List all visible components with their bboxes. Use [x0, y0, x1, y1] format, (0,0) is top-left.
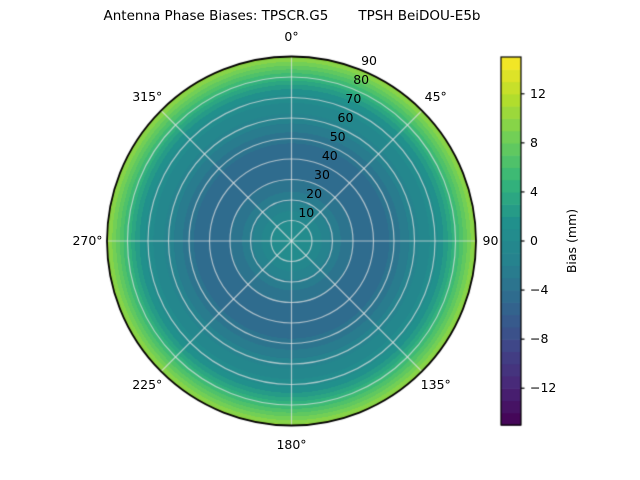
radial-tick-label: 60 — [337, 109, 354, 125]
theta-tick-label: 135° — [420, 376, 451, 392]
theta-tick-label: 270° — [72, 232, 103, 248]
colorbar-tick-label: 0 — [530, 232, 538, 248]
colorbar-axis-label: Bias (mm) — [563, 208, 579, 274]
theta-tick-label: 180° — [276, 436, 307, 452]
radial-tick-label: 50 — [329, 128, 346, 144]
theta-tick-label: 225° — [132, 376, 163, 392]
radial-tick-label: 10 — [298, 204, 315, 220]
radial-tick-label: 30 — [314, 166, 330, 182]
colorbar-tick-label: −12 — [530, 379, 557, 395]
radial-tick-label: 80 — [353, 71, 370, 87]
radial-tick-label: 70 — [345, 90, 362, 106]
colorbar-tick-label: −4 — [530, 281, 549, 297]
colorbar-tick-label: 12 — [530, 85, 546, 101]
colorbar-tick-label: −8 — [530, 330, 549, 346]
radial-tick-label: 90 — [361, 52, 377, 68]
radial-tick-label: 40 — [321, 147, 338, 163]
theta-tick-label: 0° — [284, 28, 299, 44]
theta-tick-label: 45° — [424, 88, 447, 104]
theta-tick-label: 90 — [482, 232, 499, 248]
radial-tick-label: 20 — [306, 185, 323, 201]
colorbar-tick-label: 4 — [530, 183, 538, 199]
chart-title: Antenna Phase Biases: TPSCR.G5 TPSH BeiD… — [103, 8, 481, 24]
theta-tick-label: 315° — [132, 88, 163, 104]
colorbar-tick-label: 8 — [530, 134, 538, 150]
